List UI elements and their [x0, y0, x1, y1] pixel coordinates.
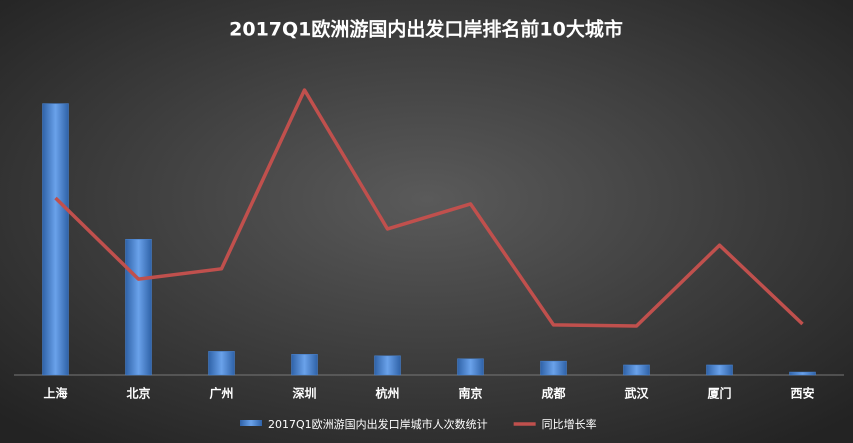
legend-label: 同比增长率 [542, 417, 597, 431]
bar [208, 351, 235, 376]
bar [623, 364, 650, 376]
x-tick-label: 成都 [541, 386, 565, 401]
x-tick-label: 杭州 [375, 386, 399, 401]
bar [789, 371, 816, 376]
x-tick-label: 深圳 [292, 386, 316, 401]
x-tick-label: 广州 [209, 386, 233, 401]
x-tick-label: 南京 [458, 386, 482, 401]
legend-swatch [240, 420, 262, 426]
bar [374, 355, 401, 376]
x-tick-label: 上海 [43, 386, 67, 401]
legend-label: 2017Q1欧洲游国内出发口岸城市人次数统计 [268, 417, 488, 431]
x-tick-label: 北京 [126, 386, 150, 401]
bar [42, 103, 69, 376]
x-tick-label: 西安 [790, 386, 814, 401]
chart-title: 2017Q1欧洲游国内出发口岸排名前10大城市 [229, 18, 623, 41]
bar [291, 354, 318, 376]
x-tick-label: 武汉 [624, 386, 649, 401]
bar [125, 239, 152, 376]
bar [457, 358, 484, 376]
x-tick-label: 厦门 [707, 386, 731, 401]
bar [706, 364, 733, 376]
bar [540, 360, 567, 376]
line [54, 88, 804, 328]
